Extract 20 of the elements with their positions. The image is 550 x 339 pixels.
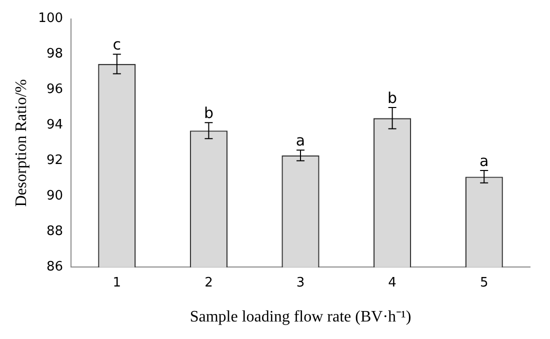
annotation: c [112,36,122,54]
y-tick-label: 96 [46,82,64,98]
x-tick-label: 1 [112,275,122,290]
y-tick-label: 86 [46,260,64,275]
annotation: a [296,131,306,150]
x-tick-label: 2 [204,275,213,290]
y-tick-label: 100 [38,11,64,26]
x-tick-label: 4 [388,275,396,290]
x-tick-label: 5 [480,275,488,290]
annotation: a [480,152,489,170]
y-tick-label: 88 [46,224,64,240]
y-axis-title: Desorption Ratio/% [12,79,30,207]
y-tick-label: 92 [46,153,64,168]
annotation: b [388,88,398,107]
y-tick-label: 90 [46,188,64,204]
x-axis-title: Sample loading flow rate (BV·h⁻¹) [190,308,412,326]
annotation: b [204,104,214,122]
x-tick-label: 3 [296,275,305,290]
y-tick-label: 98 [46,46,64,62]
y-tick-label: 94 [46,118,64,133]
